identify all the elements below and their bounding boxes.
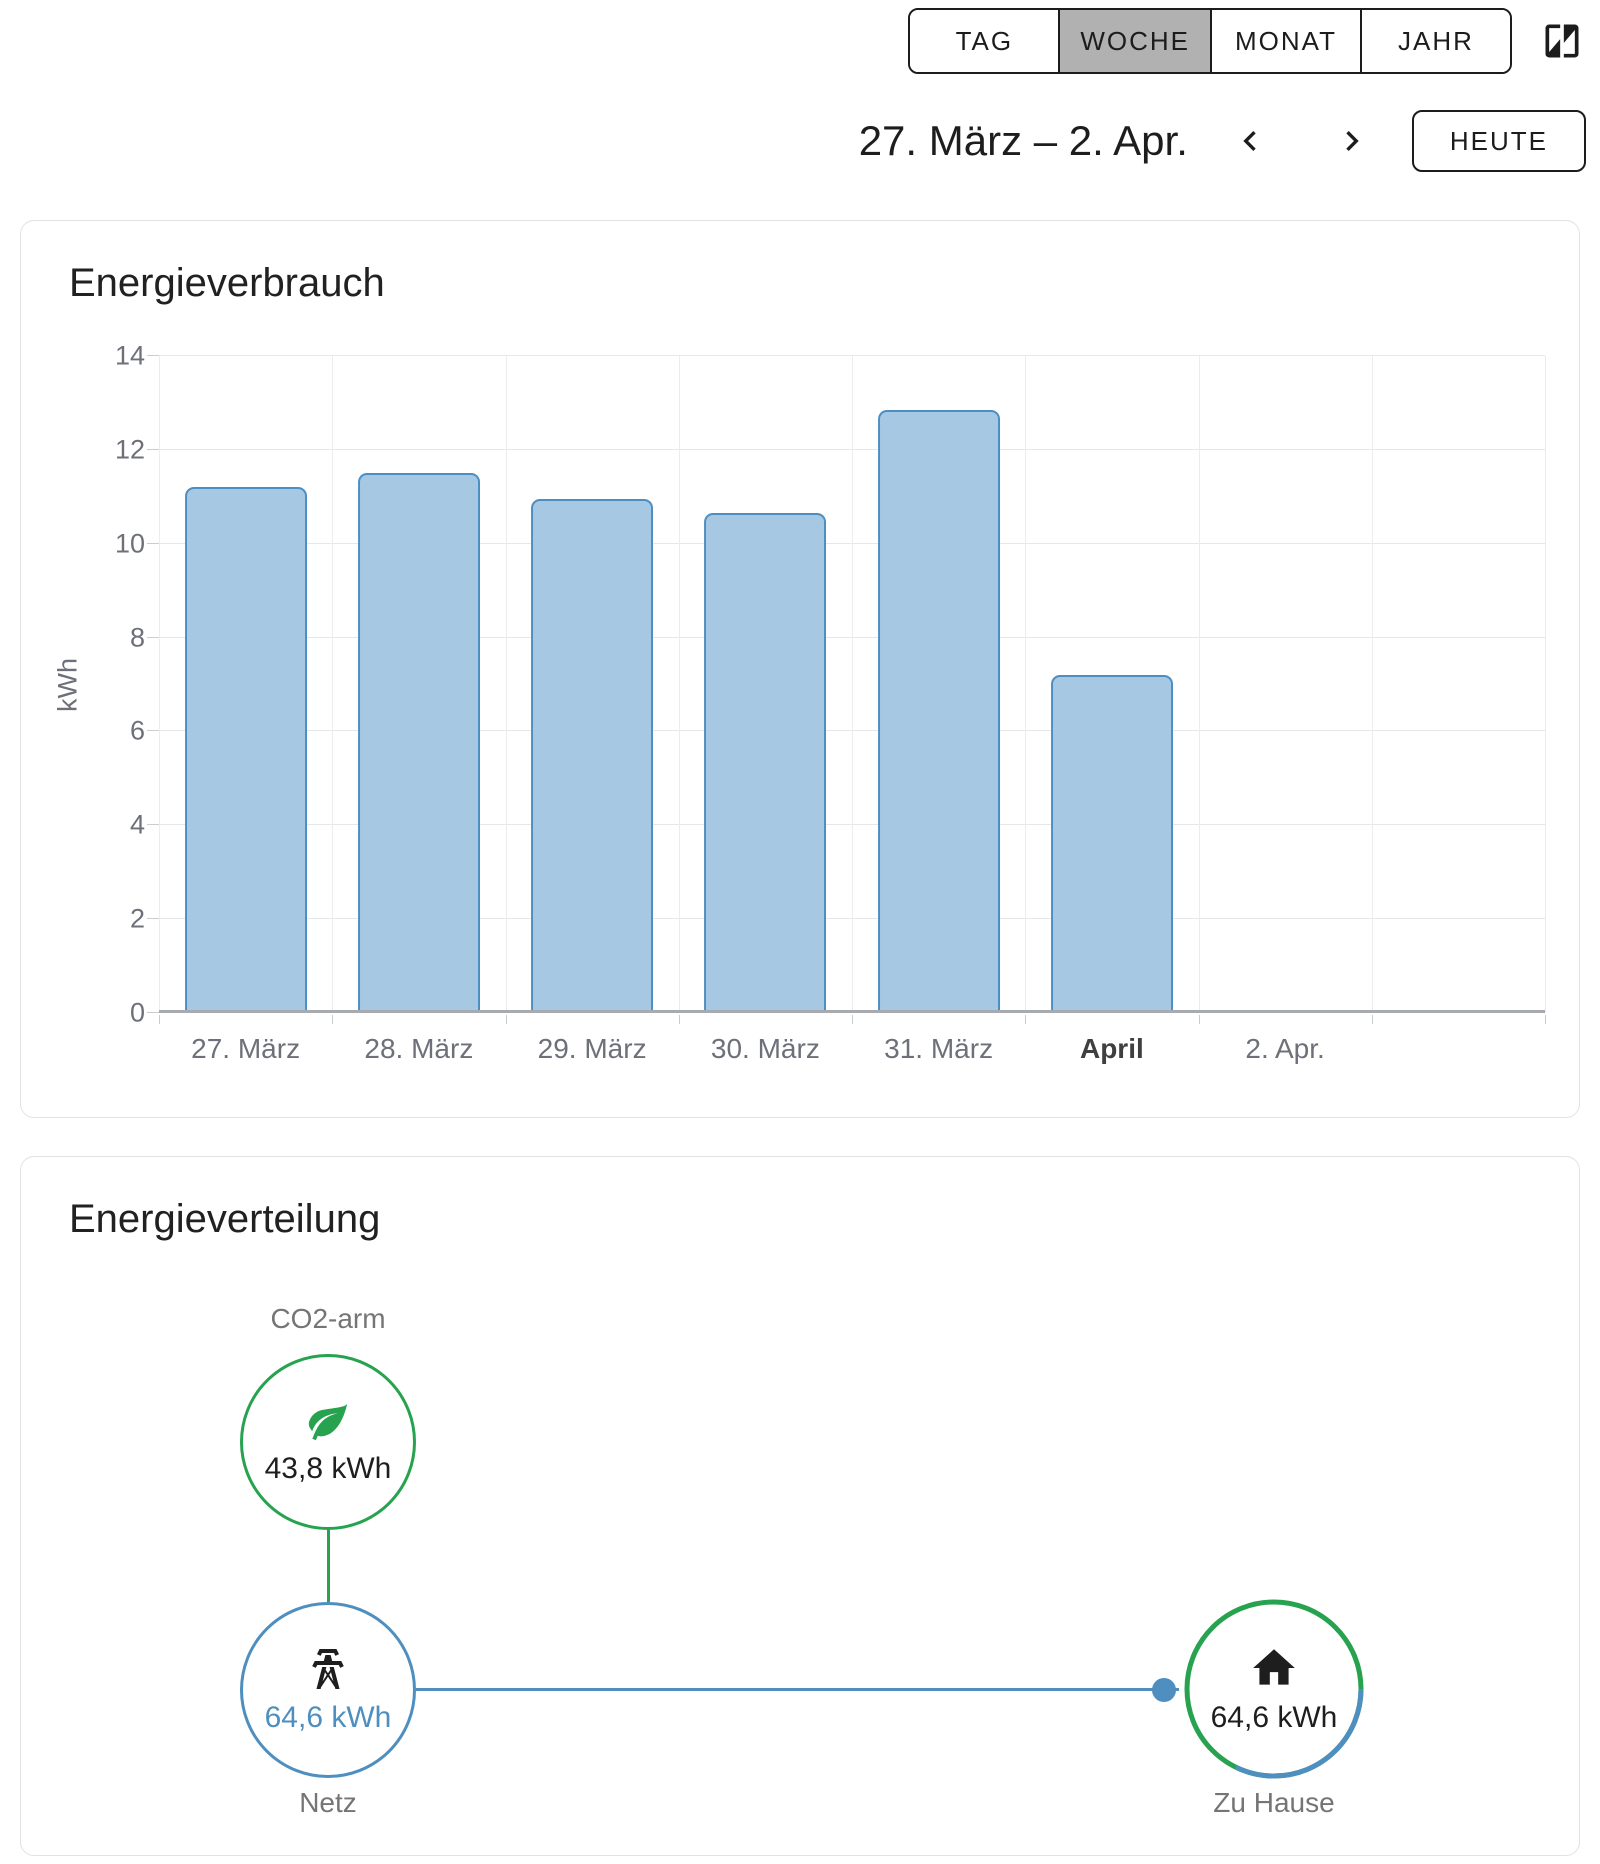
y-tickmark — [147, 918, 159, 920]
energy-consumption-card: Energieverbrauch kWh 0 2 4 6 8 10 12 14 27. Mär… — [20, 220, 1580, 1118]
distribution-card-title: Energieverteilung — [69, 1197, 381, 1241]
x-axis-tick-label: 30. März — [710, 1033, 820, 1064]
y-tickmark — [147, 448, 159, 450]
leaf-icon — [305, 1398, 351, 1444]
next-period-button[interactable] — [1330, 119, 1374, 163]
x-tickmark — [159, 1015, 160, 1024]
tab-woche[interactable]: WOCHE — [1058, 10, 1210, 72]
low-carbon-value: 43,8 kWh — [264, 1452, 392, 1485]
v-gridline — [1198, 356, 1200, 1013]
home-icon — [1249, 1643, 1299, 1693]
y-axis-tick-label: 14 — [114, 340, 145, 371]
grid-node: 64,6 kWh — [240, 1602, 416, 1778]
energy-distribution-card: Energieverteilung CO2-arm 43,8 kWh 64,6 … — [20, 1156, 1580, 1856]
y-axis-tick-label: 4 — [129, 809, 145, 840]
y-axis-tick-label: 12 — [114, 434, 145, 465]
period-tab-group: TAG WOCHE MONAT JAHR — [908, 8, 1512, 74]
y-axis-tick-label: 2 — [129, 903, 145, 934]
bar — [1050, 675, 1173, 1013]
bar-chart: kWh 0 2 4 6 8 10 12 14 27. März 28. März 29. März… — [39, 341, 1561, 1064]
v-gridline — [159, 356, 160, 1013]
x-axis-tick-label: 27. März — [191, 1033, 301, 1064]
x-tickmark — [1198, 1015, 1200, 1024]
bar — [531, 499, 654, 1013]
flow-line-grid-home — [416, 1688, 1184, 1691]
tab-tag[interactable]: TAG — [910, 10, 1059, 72]
x-axis-tick-label: 28. März — [364, 1033, 474, 1064]
bar-chart-yticks: 0 2 4 6 8 10 12 14 — [85, 341, 145, 1028]
grid-value: 64,6 kWh — [264, 1701, 392, 1734]
home-label: Zu Hause — [1213, 1787, 1335, 1818]
bar — [877, 409, 1000, 1013]
v-gridline — [1545, 356, 1546, 1013]
y-tickmark — [147, 730, 159, 732]
y-axis-title: kWh — [52, 657, 83, 712]
chevron-right-icon — [1332, 121, 1372, 161]
v-gridline — [1371, 356, 1373, 1013]
v-gridline — [332, 356, 334, 1013]
x-tickmark — [1371, 1015, 1373, 1024]
grid-label: Netz — [299, 1787, 357, 1818]
consumption-card-title: Energieverbrauch — [69, 261, 385, 305]
y-tickmark — [147, 824, 159, 826]
compare-icon — [1540, 19, 1584, 63]
h-gridline — [159, 1010, 1545, 1013]
v-gridline — [678, 356, 680, 1013]
y-axis-tick-label: 6 — [129, 715, 145, 746]
y-axis-tick-label: 0 — [129, 997, 145, 1028]
x-tickmark — [852, 1015, 853, 1024]
x-axis-tick-label: April — [1079, 1033, 1144, 1064]
x-axis-tick-label: 31. März — [884, 1033, 994, 1064]
low-carbon-label: CO2-arm — [270, 1303, 386, 1334]
energy-flow-dot — [1152, 1678, 1176, 1702]
header: TAG WOCHE MONAT JAHR 27. März – 2. Apr. … — [0, 0, 1600, 172]
bar-chart-plot: 27. März 28. März 29. März 30. März 31. März… — [147, 355, 1546, 1064]
y-axis-tick-label: 10 — [114, 528, 145, 559]
compare-button[interactable] — [1538, 17, 1586, 65]
x-tickmark — [1025, 1015, 1027, 1024]
x-tickmark — [1545, 1015, 1546, 1024]
today-button[interactable]: HEUTE — [1411, 110, 1586, 172]
bar — [184, 487, 307, 1013]
tab-jahr[interactable]: JAHR — [1360, 10, 1510, 72]
h-gridline — [159, 355, 1545, 356]
transmission-tower-icon — [304, 1645, 352, 1693]
flow-line-lowcarbon-grid — [327, 1530, 330, 1602]
home-value: 64,6 kWh — [1210, 1701, 1338, 1734]
v-gridline — [505, 356, 507, 1013]
date-nav-row: 27. März – 2. Apr. HEUTE — [14, 110, 1586, 172]
x-tickmark — [505, 1015, 507, 1024]
bar — [704, 513, 827, 1013]
previous-period-button[interactable] — [1228, 119, 1272, 163]
home-ring — [1184, 1599, 1364, 1779]
x-axis-tick-label: 2. Apr. — [1245, 1033, 1325, 1064]
x-axis-tick-label: 29. März — [537, 1033, 647, 1064]
y-tickmark — [147, 542, 159, 544]
y-axis-tick-label: 8 — [129, 622, 145, 653]
tab-monat[interactable]: MONAT — [1210, 10, 1360, 72]
period-tab-row: TAG WOCHE MONAT JAHR — [14, 8, 1586, 74]
v-gridline — [852, 356, 853, 1013]
y-tickmark — [147, 355, 159, 356]
date-range-label: 27. März – 2. Apr. — [858, 117, 1188, 164]
home-node: 64,6 kWh — [1179, 1594, 1369, 1784]
v-gridline — [1025, 356, 1027, 1013]
chevron-left-icon — [1230, 121, 1270, 161]
x-tickmark — [332, 1015, 334, 1024]
bar — [357, 473, 480, 1013]
y-tickmark — [147, 636, 159, 638]
x-tickmark — [678, 1015, 680, 1024]
y-tickmark — [147, 1012, 159, 1013]
low-carbon-node: 43,8 kWh — [240, 1354, 416, 1530]
